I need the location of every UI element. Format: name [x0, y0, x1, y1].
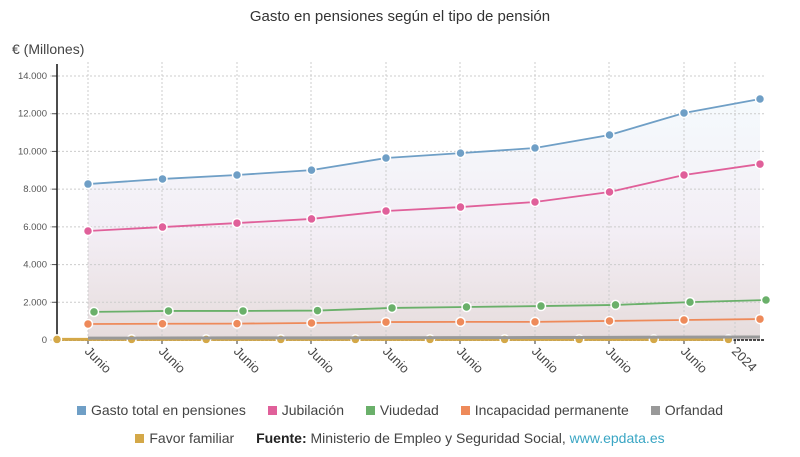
data-point — [231, 217, 243, 229]
source-note: Fuente: Ministerio de Empleo y Seguridad… — [256, 430, 665, 446]
data-point — [380, 152, 392, 164]
data-point — [386, 302, 398, 314]
legend-label: Incapacidad permanente — [474, 402, 629, 418]
series-line-3 — [87, 318, 761, 325]
data-point — [754, 313, 766, 325]
area-fill — [88, 99, 760, 341]
data-point — [380, 205, 392, 217]
data-point — [82, 178, 94, 190]
y-tick-label: 2.000 — [23, 297, 47, 308]
data-point — [535, 300, 547, 312]
y-tick-label: 10.000 — [18, 146, 47, 157]
data-point — [306, 164, 317, 176]
legend-item-incapacidad[interactable]: Incapacidad permanente — [460, 402, 629, 418]
legend-item-favor-familiar[interactable]: Favor familiar — [135, 430, 234, 446]
data-point — [231, 318, 243, 329]
x-tick-label: Junio — [305, 344, 338, 377]
data-point — [604, 186, 615, 198]
legend-swatch — [365, 406, 375, 415]
data-point — [760, 294, 772, 306]
data-point — [678, 107, 690, 119]
legend-swatch — [267, 406, 277, 415]
legend-swatch — [76, 406, 86, 415]
legend-label: Viudedad — [379, 402, 439, 418]
data-point — [157, 173, 168, 185]
series-line-4 — [87, 335, 761, 340]
y-axis-label: € (Millones) — [12, 41, 85, 57]
data-point — [88, 306, 100, 318]
x-tick-label: Junio — [156, 344, 189, 377]
data-point — [157, 221, 168, 233]
data-point — [237, 305, 249, 317]
data-point — [604, 129, 615, 141]
legend-label: Favor familiar — [149, 430, 235, 446]
data-point — [529, 196, 541, 208]
x-tick-label: Junio — [380, 344, 413, 377]
data-point — [231, 169, 243, 181]
x-tick-label: Junio — [603, 344, 636, 377]
data-point — [312, 305, 323, 316]
data-point — [306, 317, 317, 329]
data-point — [82, 318, 94, 330]
data-point — [678, 169, 690, 181]
legend-label: Jubilación — [281, 402, 344, 418]
legend-row-1: Gasto total en pensiones Jubilación Viud… — [0, 402, 800, 418]
x-tick-label: Junio — [454, 344, 487, 377]
legend-row-2: Favor familiar Fuente: Ministerio de Emp… — [0, 430, 800, 446]
plot-area: 0 2.000 4.000 6.000 8.000 10.000 12.000 14.000 J… — [18, 62, 772, 377]
series-line-2 — [93, 299, 767, 313]
data-point — [163, 305, 174, 317]
x-tick-label: Junio — [231, 344, 264, 377]
legend-label: Orfandad — [664, 402, 724, 418]
data-point — [455, 201, 466, 213]
legend-item-orfandad[interactable]: Orfandad — [650, 402, 724, 418]
data-point — [461, 301, 472, 313]
data-point — [678, 314, 690, 326]
source-link[interactable]: www.epdata.es — [569, 430, 665, 446]
data-point — [455, 316, 466, 328]
series-line-1 — [87, 163, 761, 232]
data-point — [455, 147, 466, 159]
x-tick-label: Junio — [529, 344, 562, 377]
legend-item-jubilacion[interactable]: Jubilación — [267, 402, 344, 418]
series-line-0 — [87, 98, 761, 185]
y-tick-label: 14.000 — [18, 71, 47, 82]
legend-item-viudedad[interactable]: Viudedad — [365, 402, 439, 418]
data-point — [51, 334, 63, 345]
y-tick-label: 6.000 — [23, 222, 47, 233]
x-tick-label: Junio — [82, 344, 115, 377]
data-point — [610, 299, 621, 311]
y-tick-label: 0 — [42, 335, 47, 346]
source-text: Ministerio de Empleo y Seguridad Social, — [310, 430, 566, 446]
legend-item-gasto-total[interactable]: Gasto total en pensiones — [76, 402, 246, 418]
data-point — [275, 334, 287, 345]
data-point — [306, 213, 317, 225]
legend-swatch — [135, 434, 145, 443]
data-point — [157, 318, 168, 330]
x-tick-label: 2024 — [729, 344, 760, 375]
legend-swatch — [460, 406, 470, 415]
data-point — [604, 315, 615, 327]
data-point — [529, 142, 541, 154]
y-tick-label: 12.000 — [18, 109, 47, 120]
source-label: Fuente: — [256, 430, 307, 446]
chart-title: Gasto en pensiones según el tipo de pens… — [249, 8, 551, 25]
legend-swatch — [650, 406, 660, 415]
data-point — [82, 225, 94, 237]
y-tick-label: 4.000 — [23, 260, 47, 271]
legend-label: Gasto total en pensiones — [90, 402, 246, 418]
data-point — [754, 93, 766, 105]
x-tick-label: Junio — [678, 344, 711, 377]
data-point — [684, 296, 696, 308]
data-point — [754, 158, 766, 170]
data-point — [529, 316, 541, 328]
data-point — [380, 316, 392, 328]
y-tick-label: 8.000 — [23, 184, 47, 195]
